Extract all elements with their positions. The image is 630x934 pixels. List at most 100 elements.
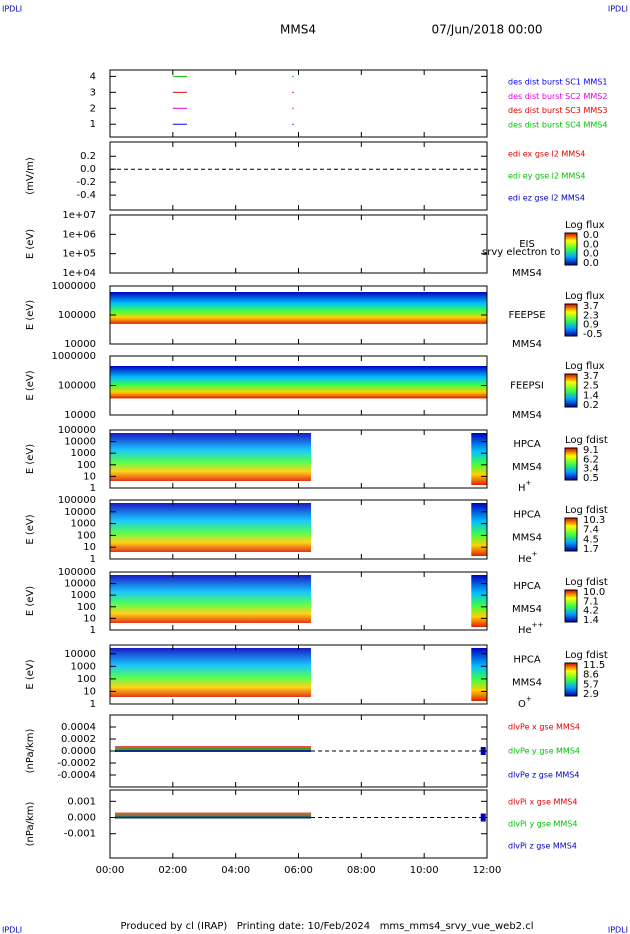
panel-frame xyxy=(109,789,488,859)
y-tick-label: 10 xyxy=(83,542,96,553)
spectrogram xyxy=(110,433,312,481)
colorbar-title: Log flux xyxy=(565,361,605,372)
colorbar-label: 4.5 xyxy=(583,534,599,545)
y-tick-label: 10000 xyxy=(64,507,96,518)
y-tick-label: 100 xyxy=(77,530,96,541)
y-tick-label: 3 xyxy=(90,87,96,98)
signal-band xyxy=(115,750,312,752)
colorbar-label: 4.2 xyxy=(583,606,599,617)
colorbar xyxy=(564,517,578,552)
y-tick-label: 0.000 xyxy=(67,813,96,824)
colorbar-label: 7.4 xyxy=(583,525,599,536)
y-tick-label: 1000 xyxy=(71,661,96,672)
colorbar-label: 3.4 xyxy=(583,464,599,475)
colorbar-title: Log flux xyxy=(565,291,605,302)
y-tick-label: 1 xyxy=(90,699,96,710)
y-tick-label: -0.0002 xyxy=(57,758,96,769)
spectrogram xyxy=(110,503,312,552)
colorbar xyxy=(564,232,578,266)
colorbar-label: 6.2 xyxy=(583,454,599,465)
y-tick-label: 10000 xyxy=(64,410,96,421)
y-tick-label: 100000 xyxy=(58,310,96,321)
species-label: He++ xyxy=(518,621,544,636)
colorbar-label: 3.7 xyxy=(583,371,599,382)
colorbar-label: 0.9 xyxy=(583,320,599,331)
legend-entry: dlvPi z gse MMS4 xyxy=(508,842,577,851)
instrument-label: FEEPSI xyxy=(510,381,544,392)
species-base: He xyxy=(518,625,532,636)
y-tick-label: 100000 xyxy=(58,495,96,506)
y-tick-label: 100000 xyxy=(58,381,96,392)
y-tick-label: 1 xyxy=(90,119,96,130)
colorbar-label: 11.5 xyxy=(583,660,605,671)
y-axis-label: E (eV) xyxy=(25,444,36,474)
y-tick-label: 0.0004 xyxy=(61,722,96,733)
colorbar xyxy=(564,303,578,337)
colorbar xyxy=(564,373,578,408)
spectrogram xyxy=(110,575,312,623)
y-tick-label: 1000000 xyxy=(51,281,96,292)
legend-entry: dlvPi y gse MMS4 xyxy=(508,820,577,829)
instrument-label: FEEPSE xyxy=(508,310,545,321)
y-tick-label: -0.001 xyxy=(64,829,96,840)
y-axis-label: E (eV) xyxy=(25,370,36,400)
legend-entry: edi ez gse l2 MMS4 xyxy=(508,194,585,203)
x-tick-label: 04:00 xyxy=(221,865,250,876)
x-tick-label: 12:00 xyxy=(473,865,502,876)
y-tick-label: -0.0004 xyxy=(57,770,96,781)
colorbar-label: 0.0 xyxy=(583,258,599,269)
colorbar-label: 2.5 xyxy=(583,381,599,392)
y-tick-label: 1e+04 xyxy=(62,268,96,279)
x-tick-label: 02:00 xyxy=(158,865,187,876)
corner-label: IPDLI xyxy=(608,5,628,14)
spectrogram xyxy=(471,503,487,556)
y-tick-label: 1000 xyxy=(71,448,96,459)
y-tick-label: -0.4 xyxy=(76,190,96,201)
y-tick-label: 100000 xyxy=(58,425,96,436)
y-tick-label: 1000000 xyxy=(51,351,96,362)
species-sup: + xyxy=(532,550,538,558)
instrument-label: MMS4 xyxy=(512,533,542,544)
y-tick-label: 1000 xyxy=(71,519,96,530)
colorbar-label: 0.5 xyxy=(583,473,599,484)
legend-entry: dlvPe x gse MMS4 xyxy=(508,723,580,732)
colorbar-title: Log fdist xyxy=(565,435,608,446)
spectrogram xyxy=(471,433,487,485)
x-tick-label: 00:00 xyxy=(96,865,125,876)
colorbar-label: 0.0 xyxy=(583,239,599,250)
y-tick-label: 4 xyxy=(90,71,96,82)
y-tick-label: 100 xyxy=(77,602,96,613)
legend-entry: dlvPe y gse MMS4 xyxy=(508,747,580,756)
corner-label: IPDLI xyxy=(2,926,22,934)
y-tick-label: 1000 xyxy=(71,590,96,601)
colorbar-label: 0.0 xyxy=(583,249,599,260)
y-tick-label: 10000 xyxy=(64,579,96,590)
y-tick-label: 100 xyxy=(77,674,96,685)
colorbar-title: Log fdist xyxy=(565,577,608,588)
y-axis-label: E (eV) xyxy=(25,229,36,259)
colorbar-label: 0.0 xyxy=(583,230,599,241)
instrument-label: EIS xyxy=(519,239,535,250)
y-tick-label: 0.0000 xyxy=(61,746,96,757)
y-tick-label: 0.001 xyxy=(67,796,96,807)
colorbar-label: 8.6 xyxy=(583,670,599,681)
colorbar-label: 2.9 xyxy=(583,689,599,700)
instrument-label: HPCA xyxy=(513,439,541,450)
colorbar-label: 1.4 xyxy=(583,615,599,626)
colorbar-label: 9.1 xyxy=(583,445,599,456)
colorbar-title: Log fdist xyxy=(565,505,608,516)
footer: Produced by cl (IRAP) Printing date: 10/… xyxy=(120,921,533,932)
species-base: H xyxy=(518,483,526,494)
y-tick-label: 10000 xyxy=(64,339,96,350)
colorbar-label: 3.7 xyxy=(583,301,599,312)
signal-band xyxy=(115,816,312,819)
panel-frame xyxy=(109,69,488,138)
legend-entry: edi ex gse l2 MMS4 xyxy=(508,150,585,159)
colorbar xyxy=(564,662,578,697)
y-axis-label: E (eV) xyxy=(25,300,36,330)
y-tick-label: 0.2 xyxy=(80,151,96,162)
y-tick-label: 100000 xyxy=(58,567,96,578)
legend-entry: des dist burst SC3 MMS3 xyxy=(508,106,607,115)
overlay-label: srvy electron to xyxy=(482,247,560,258)
species-sup: + xyxy=(526,695,532,703)
